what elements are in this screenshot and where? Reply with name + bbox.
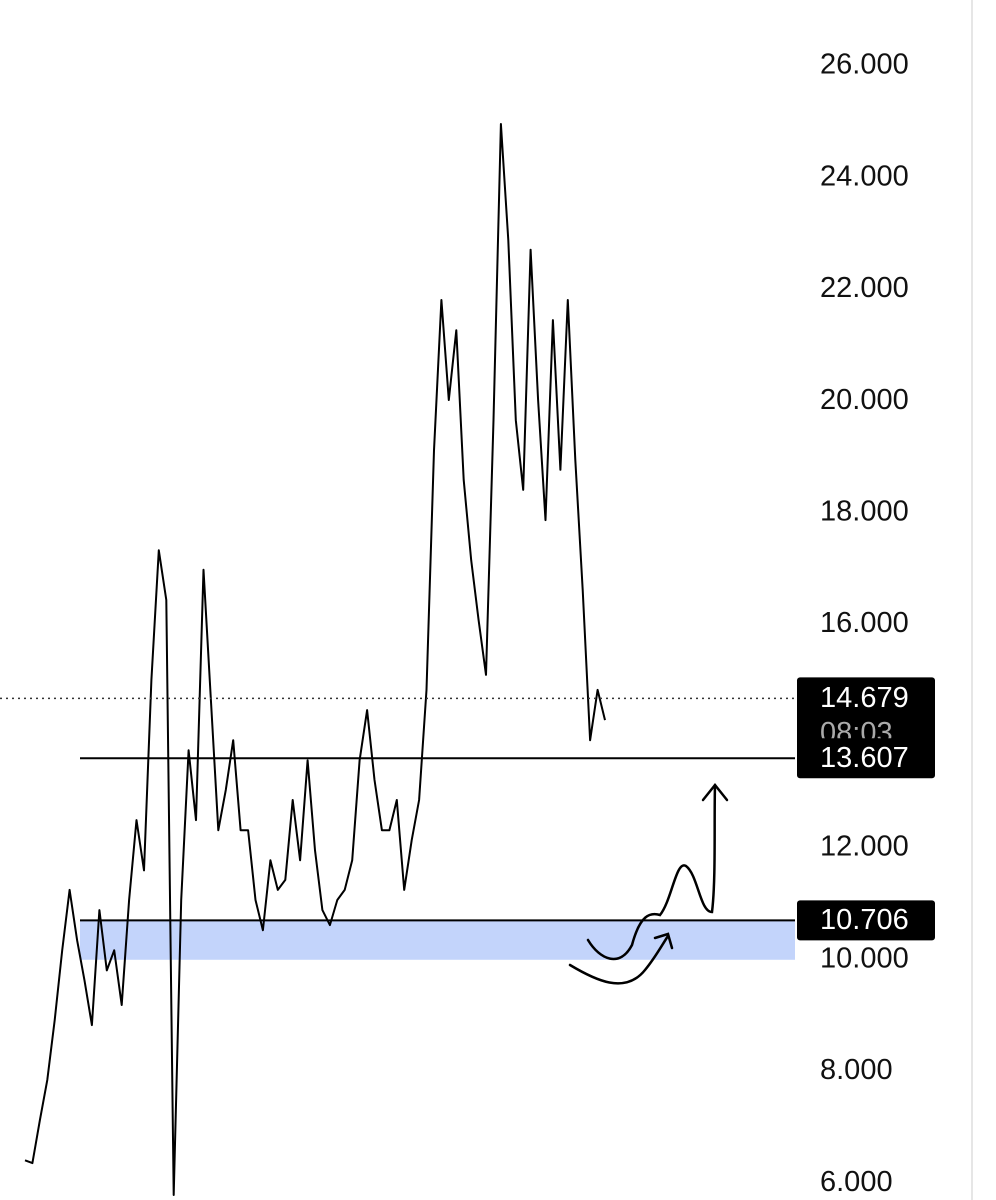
last-price-label: 14.679 [820, 682, 909, 714]
arrow-head [653, 932, 674, 950]
price-line [24, 123, 606, 1196]
arrow-path [568, 934, 670, 985]
support-zone [80, 920, 795, 960]
plot: 26.000 24.000 22.000 20.000 18.000 16.000 12.0… [0, 49, 935, 1198]
last-price-box [797, 677, 935, 754]
y-tick-label: 18.000 [820, 496, 909, 528]
y-tick-label: 26.000 [820, 49, 909, 81]
y-tick-label: 12.000 [820, 831, 909, 863]
level-label: 13.607 [820, 742, 909, 774]
y-tick-label: 20.000 [820, 384, 909, 416]
level-box [797, 900, 935, 941]
level-box [797, 738, 935, 779]
level-label: 10.706 [820, 904, 909, 936]
arrow-path [586, 783, 717, 961]
y-tick-label: 24.000 [820, 160, 909, 192]
arrow-head [701, 782, 729, 802]
y-tick-label: 16.000 [820, 607, 909, 639]
y-tick-label: 22.000 [820, 272, 909, 304]
hand-drawn-arrows [568, 782, 729, 985]
y-tick-label: 8.000 [820, 1054, 893, 1086]
y-tick-label: 6.000 [820, 1166, 893, 1198]
y-tick-label: 10.000 [820, 942, 909, 974]
